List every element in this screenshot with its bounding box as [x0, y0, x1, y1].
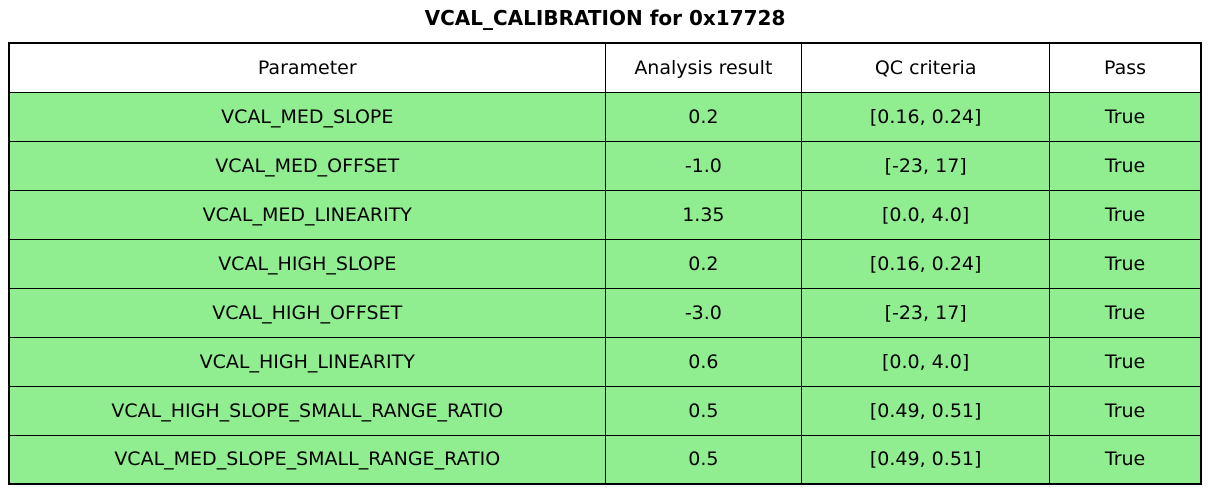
cell-qc-criteria: [-23, 17] [801, 287, 1051, 338]
cell-analysis-result: 0.2 [604, 238, 803, 289]
table-row: VCAL_MED_OFFSET -1.0 [-23, 17] True [8, 140, 1202, 191]
header-row: Parameter Analysis result QC criteria Pa… [8, 42, 1202, 93]
cell-pass: True [1049, 91, 1202, 142]
cell-parameter: VCAL_MED_OFFSET [8, 140, 606, 191]
cell-qc-criteria: [0.0, 4.0] [801, 189, 1051, 240]
cell-pass: True [1049, 238, 1202, 289]
cell-pass: True [1049, 434, 1202, 485]
table-row: VCAL_HIGH_SLOPE 0.2 [0.16, 0.24] True [8, 238, 1202, 289]
cell-pass: True [1049, 385, 1202, 436]
cell-analysis-result: 0.2 [604, 91, 803, 142]
col-header-qc-criteria: QC criteria [801, 42, 1051, 93]
table-row: VCAL_HIGH_OFFSET -3.0 [-23, 17] True [8, 287, 1202, 338]
cell-qc-criteria: [0.49, 0.51] [801, 434, 1051, 485]
table-row: VCAL_HIGH_LINEARITY 0.6 [0.0, 4.0] True [8, 336, 1202, 387]
cell-pass: True [1049, 287, 1202, 338]
col-header-analysis-result: Analysis result [604, 42, 803, 93]
cell-parameter: VCAL_HIGH_SLOPE [8, 238, 606, 289]
table-row: VCAL_MED_SLOPE_SMALL_RANGE_RATIO 0.5 [0.… [8, 434, 1202, 485]
col-header-pass: Pass [1049, 42, 1202, 93]
table-row: VCAL_HIGH_SLOPE_SMALL_RANGE_RATIO 0.5 [0… [8, 385, 1202, 436]
cell-analysis-result: -1.0 [604, 140, 803, 191]
table-row: VCAL_MED_SLOPE 0.2 [0.16, 0.24] True [8, 91, 1202, 142]
cell-parameter: VCAL_MED_SLOPE_SMALL_RANGE_RATIO [8, 434, 606, 485]
cell-analysis-result: -3.0 [604, 287, 803, 338]
cell-parameter: VCAL_MED_SLOPE [8, 91, 606, 142]
cell-qc-criteria: [-23, 17] [801, 140, 1051, 191]
cell-pass: True [1049, 336, 1202, 387]
cell-parameter: VCAL_HIGH_OFFSET [8, 287, 606, 338]
table-row: VCAL_MED_LINEARITY 1.35 [0.0, 4.0] True [8, 189, 1202, 240]
cell-analysis-result: 1.35 [604, 189, 803, 240]
qc-table: Parameter Analysis result QC criteria Pa… [8, 42, 1202, 485]
cell-qc-criteria: [0.0, 4.0] [801, 336, 1051, 387]
cell-analysis-result: 0.5 [604, 434, 803, 485]
cell-analysis-result: 0.5 [604, 385, 803, 436]
cell-pass: True [1049, 140, 1202, 191]
cell-qc-criteria: [0.49, 0.51] [801, 385, 1051, 436]
cell-qc-criteria: [0.16, 0.24] [801, 91, 1051, 142]
cell-parameter: VCAL_HIGH_SLOPE_SMALL_RANGE_RATIO [8, 385, 606, 436]
cell-parameter: VCAL_MED_LINEARITY [8, 189, 606, 240]
cell-analysis-result: 0.6 [604, 336, 803, 387]
col-header-parameter: Parameter [8, 42, 606, 93]
figure-title: VCAL_CALIBRATION for 0x17728 [424, 6, 786, 30]
cell-parameter: VCAL_HIGH_LINEARITY [8, 336, 606, 387]
cell-pass: True [1049, 189, 1202, 240]
cell-qc-criteria: [0.16, 0.24] [801, 238, 1051, 289]
